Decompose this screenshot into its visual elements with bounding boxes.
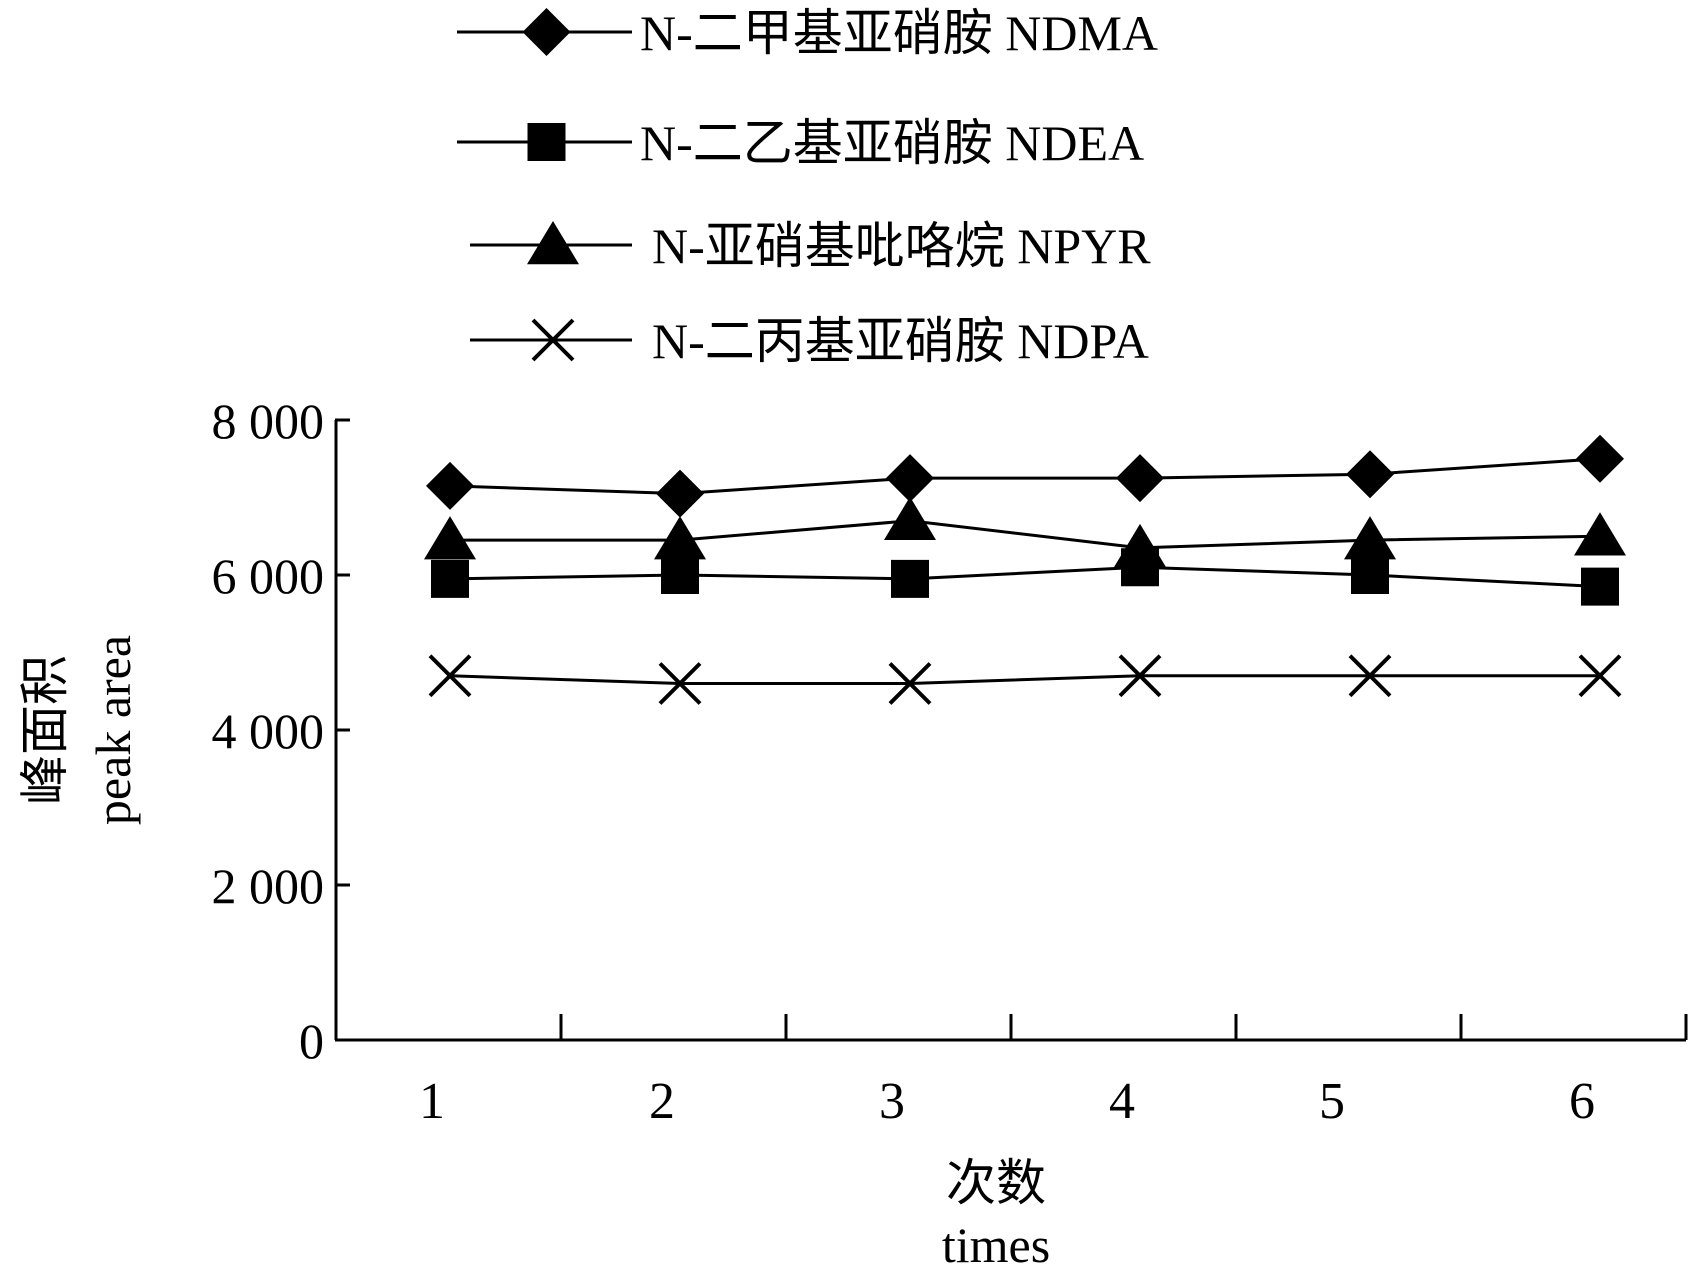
data-point-diamond: [1346, 450, 1394, 499]
series-group: [424, 434, 1626, 705]
x-axis-label-cn: 次数: [946, 1155, 1046, 1211]
y-tick-label: 0: [299, 1013, 324, 1069]
series-triangle: [424, 496, 1626, 568]
series-x: [428, 654, 1622, 705]
y-tick-label: 2 000: [212, 858, 325, 914]
data-point-square: [1581, 567, 1619, 606]
legend-label: N-二丙基亚硝胺 NDPA: [652, 313, 1149, 369]
y-tick-label: 4 000: [212, 703, 325, 759]
y-axis-label-en: peak area: [85, 635, 141, 825]
x-tick-label: 5: [1319, 1073, 1345, 1130]
legend-entry: N-二丙基亚硝胺 NDPA: [470, 313, 1149, 369]
data-point-x: [1118, 654, 1162, 698]
data-point-diamond: [1576, 434, 1624, 483]
legend-marker-square: [527, 123, 566, 161]
data-point-triangle: [424, 516, 476, 560]
y-axis-label-cn: 峰面积: [17, 655, 73, 805]
axes: [334, 420, 1686, 1042]
y-ticks: 0 2 000 4 000 6 000 8 000: [212, 393, 350, 1069]
legend-entry: N-亚硝基吡咯烷 NPYR: [470, 218, 1151, 274]
data-point-diamond: [656, 469, 704, 518]
x-tick-label: 2: [649, 1073, 675, 1130]
legend-label: N-二甲基亚硝胺 NDMA: [640, 5, 1158, 61]
legend-label: N-亚硝基吡咯烷 NPYR: [652, 218, 1151, 274]
data-point-x: [658, 662, 702, 705]
series-diamond: [426, 434, 1624, 518]
x-tick-label: 4: [1109, 1073, 1135, 1130]
series-square: [431, 548, 1619, 606]
data-point-triangle: [654, 516, 706, 560]
legend-marker-diamond: [522, 8, 571, 56]
series-line: [449, 565, 1601, 589]
data-point-diamond: [426, 461, 474, 510]
data-point-x: [888, 662, 932, 705]
data-point-x: [1578, 654, 1622, 698]
data-point-triangle: [1114, 523, 1166, 568]
data-point-triangle: [884, 496, 936, 540]
x-tick-label: 3: [879, 1073, 905, 1130]
data-point-triangle: [1574, 512, 1626, 556]
y-tick-label: 8 000: [212, 393, 325, 449]
legend-marker-triangle: [527, 221, 579, 265]
legend: N-二甲基亚硝胺 NDMA N-二乙基亚硝胺 NDEA N-亚硝基吡咯烷 NPYR N…: [457, 5, 1158, 369]
series-line: [449, 457, 1601, 496]
data-point-triangle: [1344, 516, 1396, 560]
data-point-square: [431, 559, 469, 598]
data-point-diamond: [886, 454, 934, 503]
x-tick-label: 6: [1569, 1073, 1595, 1130]
series-line: [450, 519, 1601, 550]
data-point-square: [1351, 556, 1389, 594]
y-tick-label: 6 000: [212, 548, 325, 604]
x-ticks: 1 2 3 4 5 6: [419, 1014, 1688, 1130]
data-point-x: [1348, 654, 1392, 698]
x-tick-label: 1: [419, 1073, 445, 1130]
data-point-square: [661, 556, 699, 594]
legend-entry: N-二甲基亚硝胺 NDMA: [457, 5, 1158, 61]
legend-entry: N-二乙基亚硝胺 NDEA: [457, 115, 1144, 171]
legend-label: N-二乙基亚硝胺 NDEA: [640, 115, 1144, 171]
x-axis-label-en: times: [942, 1217, 1050, 1272]
data-point-x: [428, 654, 472, 698]
data-point-diamond: [1116, 454, 1164, 503]
data-point-square: [891, 559, 929, 598]
series-line: [449, 674, 1600, 685]
legend-marker-x: [531, 318, 575, 362]
